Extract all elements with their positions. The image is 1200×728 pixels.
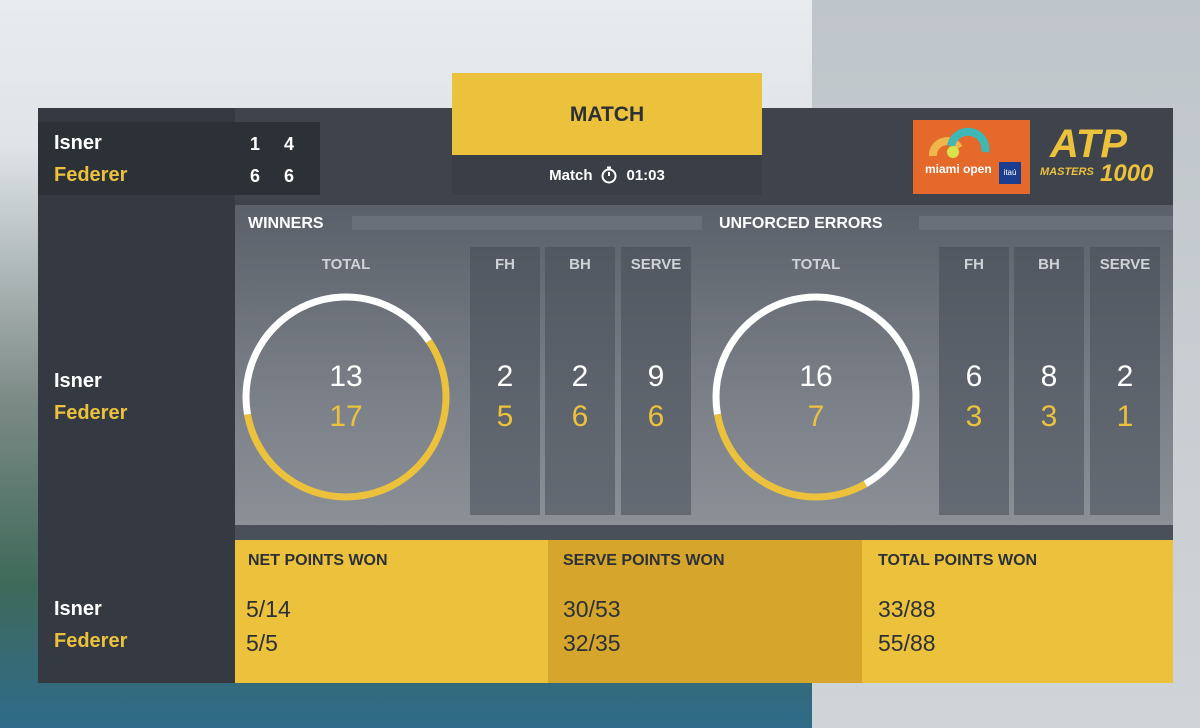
winners-ring	[242, 293, 450, 501]
errors-arc-federer	[714, 413, 868, 501]
winners-serve-isner: 9	[647, 360, 665, 393]
errors-serve-header: SERVE	[1099, 256, 1151, 273]
serve-points-label: SERVE POINTS WON	[563, 552, 725, 569]
scoreboard: Isner 1 4 Federer 6 6	[38, 122, 320, 195]
winners-serve-column	[621, 247, 691, 515]
score-set2-isner: 4	[284, 134, 295, 154]
errors-total-federer: 7	[807, 400, 825, 433]
total-points-label: TOTAL POINTS WON	[878, 552, 1038, 569]
winners-total-header: TOTAL	[321, 256, 371, 273]
masters-1000-text: 1000	[1100, 160, 1154, 187]
winners-bh-federer: 6	[571, 400, 589, 433]
stopwatch-icon	[601, 166, 617, 184]
total-points-federer: 55/88	[878, 630, 936, 656]
miami-open-arc-icon	[929, 127, 990, 158]
errors-bh-column	[1014, 247, 1084, 515]
errors-total-isner: 16	[799, 360, 833, 393]
winners-divider	[352, 216, 702, 230]
total-points-box	[862, 540, 1173, 683]
winners-fh-isner: 2	[496, 360, 514, 393]
name-column	[38, 108, 235, 683]
match-timer: Match 01:03	[452, 155, 762, 195]
total-points-isner: 33/88	[878, 596, 936, 622]
score-name-isner: Isner	[54, 132, 102, 154]
atp-text: ATP	[1050, 122, 1128, 166]
errors-ring	[712, 293, 920, 501]
stats-name-federer: Federer	[54, 402, 128, 424]
timer-label: Match	[549, 166, 593, 184]
score-set2-federer: 6	[284, 166, 295, 186]
net-points-isner: 5/14	[246, 596, 291, 622]
winners-fh-federer: 5	[496, 400, 514, 433]
errors-serve-federer: 1	[1116, 400, 1134, 433]
errors-serve-column	[1090, 247, 1160, 515]
sponsor-logo: itaú	[999, 162, 1021, 184]
winners-arc-federer	[244, 339, 450, 501]
winners-title: WINNERS	[248, 215, 324, 232]
atp-masters-logo: ATP MASTERS 1000	[1040, 122, 1160, 192]
winners-bh-isner: 2	[571, 360, 589, 393]
errors-title: UNFORCED ERRORS	[719, 215, 883, 232]
errors-fh-isner: 6	[965, 360, 983, 393]
winners-bh-header: BH	[569, 256, 591, 273]
errors-arc-isner	[712, 293, 920, 488]
net-points-label: NET POINTS WON	[248, 552, 388, 569]
errors-fh-federer: 3	[965, 400, 983, 433]
errors-bh-header: BH	[1038, 256, 1060, 273]
winners-serve-header: SERVE	[630, 256, 682, 273]
masters-text: MASTERS	[1040, 166, 1094, 178]
winners-bh-column	[545, 247, 615, 515]
net-points-federer: 5/5	[246, 630, 278, 656]
timer-value: 01:03	[626, 166, 665, 184]
serve-points-isner: 30/53	[563, 596, 621, 622]
errors-fh-column	[939, 247, 1009, 515]
errors-total-header: TOTAL	[791, 256, 841, 273]
errors-bh-isner: 8	[1040, 360, 1058, 393]
serve-points-federer: 32/35	[563, 630, 621, 656]
winners-fh-column	[470, 247, 540, 515]
winners-arc-isner	[242, 293, 432, 415]
bottom-name-federer: Federer	[54, 630, 128, 652]
errors-fh-header: FH	[964, 256, 984, 273]
winners-total-isner: 13	[329, 360, 363, 393]
winners-total-federer: 17	[329, 400, 363, 433]
miami-open-text: miami open	[925, 162, 992, 176]
tab-match[interactable]: MATCH	[452, 73, 762, 155]
score-set1-isner: 1	[250, 134, 261, 154]
errors-divider	[919, 216, 1173, 230]
errors-serve-isner: 2	[1116, 360, 1134, 393]
net-points-box	[235, 540, 548, 683]
serve-points-box	[548, 540, 862, 683]
bottom-name-isner: Isner	[54, 598, 102, 620]
score-set1-federer: 6	[250, 166, 261, 186]
errors-bh-federer: 3	[1040, 400, 1058, 433]
score-name-federer: Federer	[54, 164, 128, 186]
miami-open-logo: miami open itaú	[913, 120, 1030, 194]
winners-fh-header: FH	[495, 256, 515, 273]
winners-serve-federer: 6	[647, 400, 665, 433]
stats-name-isner: Isner	[54, 370, 102, 392]
